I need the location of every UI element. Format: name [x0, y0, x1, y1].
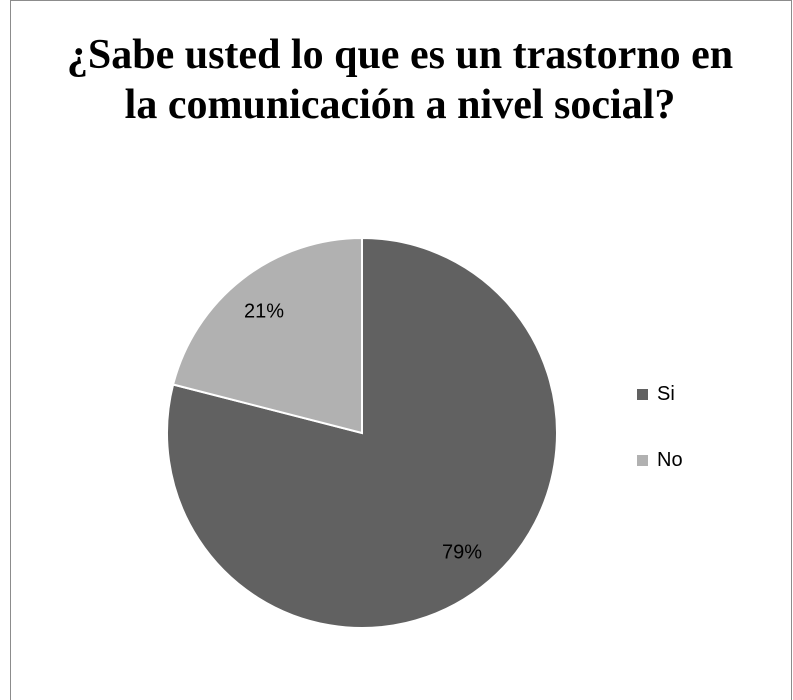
pie-slice-no — [171, 236, 363, 435]
pie-data-labels: 79% 21% — [244, 300, 482, 563]
legend-label-no: No — [657, 448, 683, 471]
chart-legend: Si No — [637, 382, 683, 514]
legend-swatch-no — [637, 454, 648, 466]
pie-slices — [166, 236, 558, 629]
legend-item-no: No — [637, 448, 683, 472]
chart-title: ¿Sabe usted lo que es un trastorno en la… — [66, 32, 734, 128]
legend-item-si: Si — [637, 382, 683, 406]
legend-label-si: Si — [657, 382, 675, 405]
data-label-no: 21% — [244, 300, 284, 322]
pie-chart: 79% 21% — [166, 236, 558, 629]
data-label-si: 79% — [442, 541, 482, 563]
legend-swatch-si — [637, 388, 648, 400]
